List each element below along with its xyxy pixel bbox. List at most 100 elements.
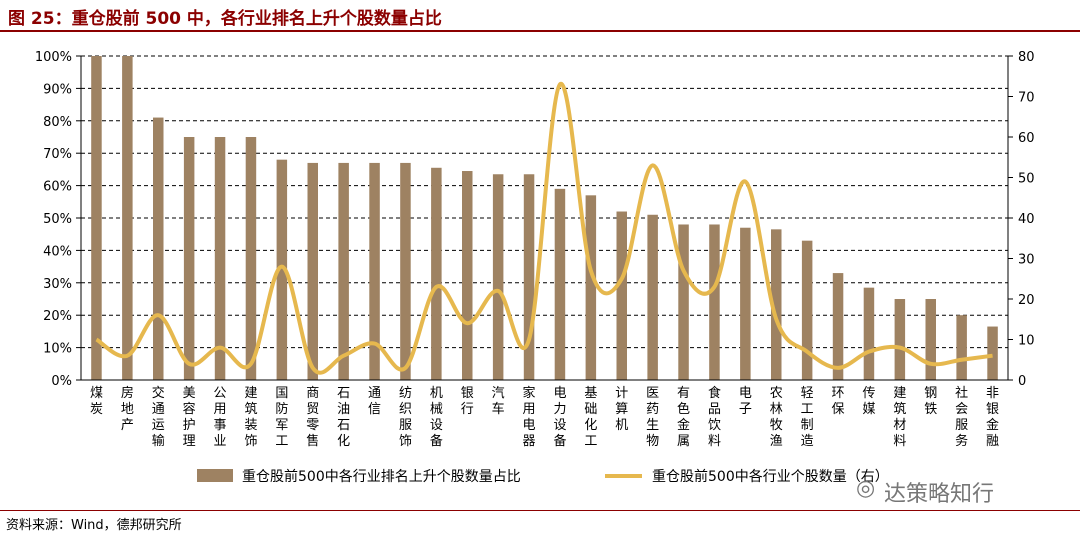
x-tick-label: 美容护理 [183, 386, 196, 449]
x-tick-label: 国防军工 [275, 386, 288, 449]
x-tick-label: 环保 [832, 386, 845, 417]
wechat-icon: ◎ [856, 476, 876, 501]
bar [431, 167, 442, 380]
right-tick-label: 30 [1018, 253, 1035, 268]
left-tick-label: 20% [43, 309, 72, 324]
left-tick-label: 30% [43, 277, 72, 292]
title-rule [0, 30, 1080, 32]
x-tick-label: 家用电器 [523, 385, 536, 449]
x-tick-label: 社会服务 [955, 385, 968, 449]
left-tick-label: 90% [43, 82, 72, 97]
bar [616, 211, 627, 380]
right-tick-label: 70 [1018, 91, 1035, 106]
x-tick-label: 公用事业 [214, 386, 227, 449]
legend-line-label: 重仓股前500中各行业个股数量（右） [652, 468, 889, 485]
x-tick-label: 非银金融 [986, 386, 999, 449]
bar [183, 137, 195, 380]
bar [554, 188, 566, 380]
right-tick-label: 80 [1018, 50, 1035, 65]
bar [678, 224, 689, 380]
bar [338, 162, 349, 380]
legend: 重仓股前500中各行业排名上升个股数量占比 重仓股前500中各行业个股数量（右） [197, 468, 889, 485]
x-tick-label: 煤炭 [90, 386, 103, 417]
bar [307, 162, 318, 380]
bar [771, 229, 782, 380]
left-tick-label: 100% [35, 50, 72, 65]
right-tick-label: 60 [1018, 131, 1035, 146]
x-tick-label: 房地产 [121, 385, 134, 433]
watermark-text: 达策略知行 [884, 482, 995, 507]
x-tick-label: 食品饮料 [708, 385, 721, 449]
bar [987, 326, 998, 380]
grid-lines [81, 55, 1008, 349]
x-tick-label: 传媒 [862, 386, 875, 417]
x-tick-label: 商贸零售 [306, 386, 319, 449]
bar-series [91, 56, 998, 380]
x-tick-label: 钢铁 [924, 386, 937, 417]
x-tick-label: 建筑装饰 [244, 386, 257, 449]
left-tick-label: 80% [43, 115, 72, 130]
line-series [95, 82, 993, 375]
source-note: 资料来源：Wind，德邦研究所 [6, 518, 182, 533]
left-tick-label: 70% [43, 147, 72, 162]
right-tick-label: 40 [1018, 212, 1035, 227]
x-tick-label: 通信 [368, 386, 381, 417]
left-tick-label: 60% [43, 180, 72, 195]
x-tick-label: 电子 [739, 386, 752, 417]
x-tick-label: 机械设备 [430, 386, 443, 449]
axes [76, 55, 1013, 381]
bar [91, 56, 102, 380]
bar [832, 273, 844, 380]
legend-bar-swatch [197, 469, 233, 482]
bar [492, 174, 504, 380]
left-tick-label: 10% [43, 342, 72, 357]
bar [956, 315, 967, 380]
bar [801, 240, 813, 380]
x-tick-label: 交通运输 [152, 385, 165, 449]
right-axis-ticks: 0 10 20 30 40 50 60 70 80 [1018, 50, 1035, 389]
bar [740, 227, 751, 380]
bar [523, 174, 535, 380]
series-line [95, 82, 993, 375]
bar [153, 117, 164, 380]
x-tick-label: 计算机 [615, 386, 628, 433]
bar [709, 224, 720, 380]
bar [214, 137, 226, 380]
x-tick-label: 有色金属 [677, 386, 690, 449]
bar [894, 299, 906, 380]
right-tick-label: 10 [1018, 334, 1035, 349]
bar [585, 195, 597, 380]
x-tick-label: 建筑材料 [893, 386, 906, 449]
x-tick-label: 汽车 [492, 386, 505, 417]
x-tick-label: 纺织服饰 [399, 386, 412, 449]
watermark: 达策略知行 [858, 476, 994, 508]
x-tick-label: 电力设备 [553, 386, 566, 449]
x-tick-label: 农林牧渔 [770, 386, 783, 449]
bar [276, 159, 288, 380]
legend-bar-label: 重仓股前500中各行业排名上升个股数量占比 [242, 468, 521, 485]
figure-title: 图 25：重仓股前 500 中，各行业排名上升个股数量占比 [8, 9, 442, 29]
bar [925, 299, 936, 380]
right-tick-label: 0 [1018, 374, 1026, 389]
bar [122, 56, 133, 380]
x-tick-label: 银行 [461, 386, 474, 417]
x-tick-label: 石油石化 [337, 386, 350, 449]
x-tick-label: 基础化工 [584, 386, 597, 449]
left-axis-ticks: 0% 10% 20% 30% 40% 50% 60% 70% 80% 90% 100% [35, 50, 72, 389]
bar [647, 214, 658, 380]
bar [369, 162, 380, 380]
left-tick-label: 0% [51, 374, 72, 389]
right-tick-label: 20 [1018, 293, 1035, 308]
left-tick-label: 40% [43, 244, 72, 259]
bar [245, 137, 257, 380]
bar [400, 162, 411, 380]
x-tick-label: 轻工制造 [801, 386, 814, 449]
left-tick-label: 50% [43, 212, 72, 227]
bar [462, 171, 473, 380]
x-axis-labels: 煤炭 房地产 交通运输 美容护理 公用事业 建筑装饰 国防军工 商贸零售 石油石化 通信 纺织服饰 机… [90, 385, 999, 449]
right-tick-label: 50 [1018, 172, 1035, 187]
x-tick-label: 医药生物 [646, 386, 659, 449]
footer-rule [0, 510, 1080, 511]
bar [863, 287, 875, 380]
